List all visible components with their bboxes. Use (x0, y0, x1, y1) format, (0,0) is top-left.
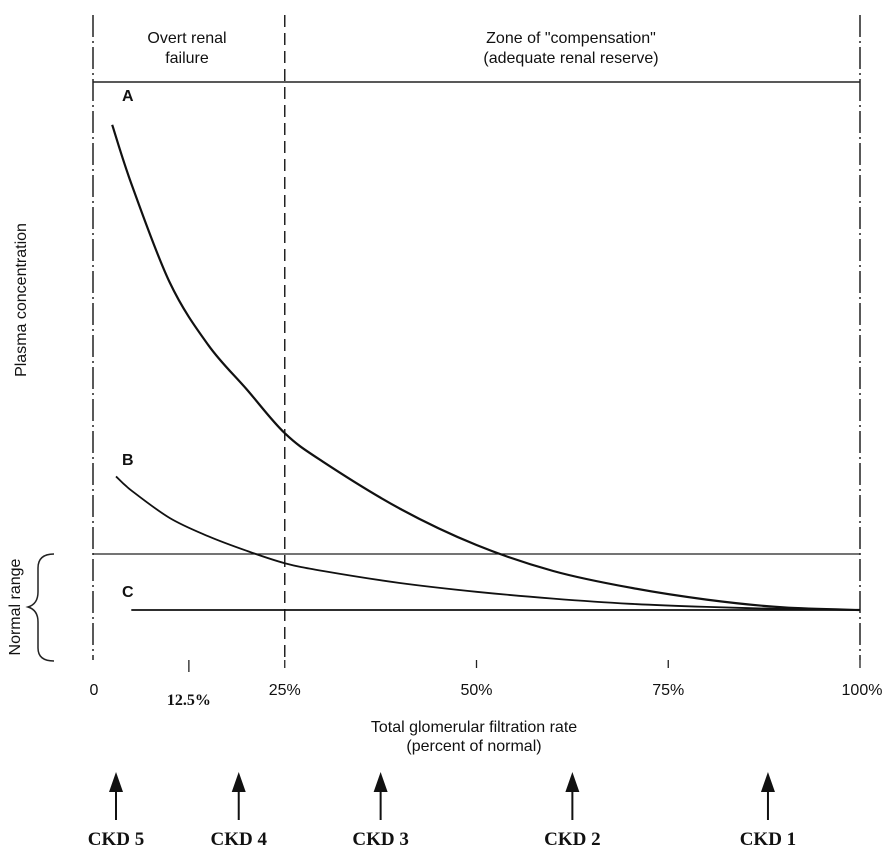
zone-label-overt-line2: failure (165, 50, 209, 67)
series-label-b: B (122, 452, 134, 469)
stage-label-ckd1: CKD 1 (740, 829, 796, 850)
zone-label-compensation-line1: Zone of "compensation" (486, 30, 656, 47)
series-a-curve (111, 124, 861, 612)
stage-arrow-head-ckd3 (373, 772, 388, 792)
x-tick-label-25: 25% (269, 682, 301, 699)
x-tick-label-12-5: 12.5% (167, 692, 211, 709)
stage-label-ckd2: CKD 2 (544, 829, 600, 850)
ckd-stage-markers (109, 772, 775, 820)
x-axis-label: Total glomerular filtration rate (371, 719, 577, 736)
plot-frame (25, 15, 861, 672)
stage-label-ckd5: CKD 5 (88, 829, 144, 850)
x-tick-label-100: 100% (842, 682, 883, 699)
normal-range-label: Normal range (7, 558, 24, 655)
plot-curves (111, 124, 861, 612)
series-label-c: C (122, 584, 134, 601)
x-tick-label-0: 0 (90, 682, 99, 699)
x-tick-label-75: 75% (652, 682, 684, 699)
stage-arrow-head-ckd1 (760, 772, 775, 792)
stage-arrow-head-ckd2 (565, 772, 580, 792)
stage-arrow-head-ckd5 (109, 772, 124, 792)
x-tick-label-50: 50% (460, 682, 492, 699)
stage-label-ckd4: CKD 4 (210, 829, 267, 850)
stage-label-ckd3: CKD 3 (352, 829, 408, 850)
normal-range-brace (25, 553, 55, 662)
stage-arrow-head-ckd4 (231, 772, 246, 792)
series-label-a: A (122, 88, 134, 105)
y-axis-label: Plasma concentration (13, 223, 30, 377)
zone-label-compensation-line2: (adequate renal reserve) (483, 50, 658, 67)
series-b-curve (115, 475, 861, 611)
x-axis-sublabel: (percent of normal) (406, 738, 541, 755)
zone-label-overt-line1: Overt renal (147, 30, 226, 47)
